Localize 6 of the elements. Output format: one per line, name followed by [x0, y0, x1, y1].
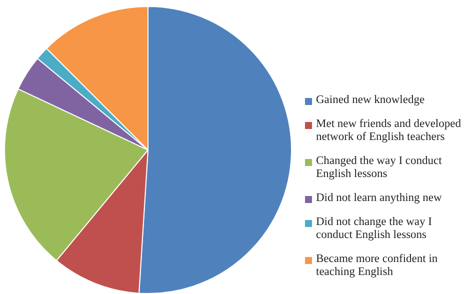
- legend-label: Did not learn anything new: [316, 192, 442, 205]
- legend-label: Gained new knowledge: [316, 94, 425, 107]
- legend-label: Met new friends and developed network of English teachers: [316, 118, 462, 144]
- legend-label: Changed the way I conduct English lessons: [316, 155, 443, 181]
- legend-label: Became more confident in teaching English: [316, 253, 439, 279]
- legend-label: Did not change the way I conduct English lessons: [316, 216, 433, 242]
